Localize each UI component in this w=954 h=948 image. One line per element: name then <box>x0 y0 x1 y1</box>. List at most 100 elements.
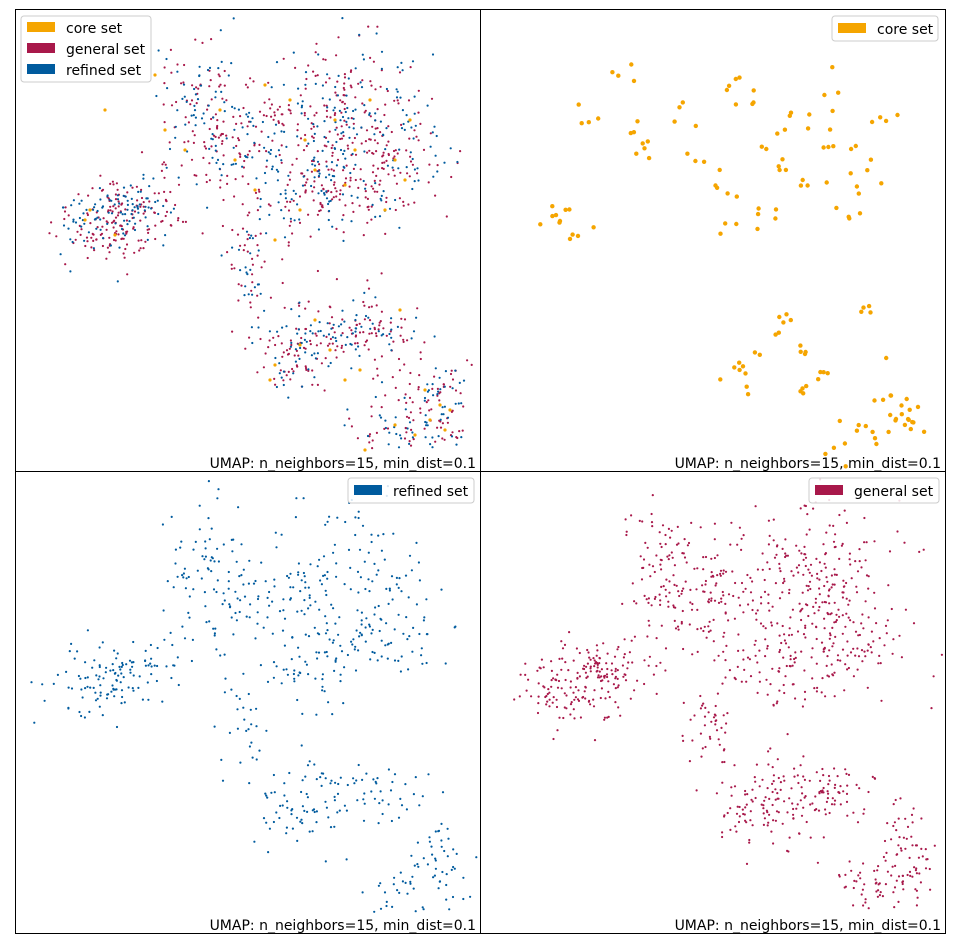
general-set-point <box>864 655 867 658</box>
general-set-point <box>247 182 250 186</box>
core-set-point <box>737 360 742 365</box>
general-set-point <box>556 673 559 676</box>
general-set-point <box>258 150 261 153</box>
general-set-point <box>226 174 229 177</box>
general-set-point <box>320 184 323 187</box>
refined-set-point <box>210 137 213 140</box>
refined-set-point <box>460 436 463 439</box>
refined-set-point <box>382 134 385 137</box>
general-set-point <box>244 347 247 350</box>
general-set-point <box>716 692 720 695</box>
general-set-point <box>277 120 280 123</box>
refined-set-point <box>232 146 235 149</box>
refined-set-point <box>437 829 441 833</box>
general-set-point <box>356 437 359 440</box>
general-set-point <box>846 668 849 671</box>
refined-set-point <box>83 716 86 719</box>
refined-set-point <box>452 848 455 851</box>
core-set-point <box>693 158 698 164</box>
refined-set-point <box>105 666 108 669</box>
refined-set-point <box>294 516 297 519</box>
refined-set-point <box>276 330 279 333</box>
refined-set-point <box>330 327 333 330</box>
general-set-point <box>106 246 109 249</box>
general-set-point <box>668 580 671 583</box>
general-set-point <box>614 677 617 680</box>
refined-set-point <box>397 446 401 449</box>
general-set-point <box>251 281 254 284</box>
refined-set-point <box>214 627 217 630</box>
general-set-point <box>700 755 703 758</box>
general-set-point <box>194 38 197 41</box>
refined-set-point <box>336 792 340 796</box>
general-set-point <box>112 205 115 208</box>
general-set-point <box>607 690 610 694</box>
refined-set-point <box>326 520 329 523</box>
refined-set-point <box>146 238 149 241</box>
general-set-point <box>267 346 270 349</box>
refined-set-point <box>278 372 281 375</box>
refined-set-point <box>245 230 249 233</box>
refined-set-point <box>297 674 300 677</box>
refined-set-point <box>85 208 88 211</box>
general-set-point <box>225 134 228 137</box>
refined-set-point <box>211 133 214 136</box>
refined-set-point <box>422 619 425 622</box>
general-set-point <box>710 720 713 723</box>
general-set-point <box>314 74 317 77</box>
general-set-point <box>732 594 735 598</box>
general-set-point <box>900 656 904 659</box>
general-set-point <box>804 626 807 630</box>
general-set-point <box>832 674 835 677</box>
general-set-point <box>387 152 390 156</box>
general-set-point <box>743 813 746 816</box>
general-set-point <box>820 691 823 694</box>
refined-set-point <box>282 217 285 220</box>
general-set-point <box>407 416 411 419</box>
refined-set-point <box>115 657 118 660</box>
general-set-point <box>841 614 844 617</box>
refined-set-point <box>360 611 363 614</box>
refined-set-point <box>143 209 146 212</box>
refined-set-point <box>263 309 266 312</box>
refined-set-point <box>113 649 116 652</box>
refined-set-point <box>317 53 320 56</box>
general-set-point <box>161 163 164 166</box>
general-set-point <box>430 97 434 100</box>
general-set-point <box>148 200 151 203</box>
refined-set-point <box>385 900 388 904</box>
general-set-point <box>345 123 348 126</box>
core-set-point <box>822 92 827 98</box>
refined-set-point <box>213 632 216 635</box>
general-set-point <box>295 364 298 367</box>
general-set-point <box>867 616 870 619</box>
refined-set-point <box>183 637 187 640</box>
general-set-point <box>419 351 422 354</box>
general-set-point <box>343 94 346 97</box>
refined-set-point <box>228 731 231 735</box>
refined-set-point <box>154 200 157 204</box>
general-set-point <box>333 331 336 334</box>
refined-set-point <box>324 176 328 179</box>
general-set-point <box>278 153 281 157</box>
refined-set-point <box>187 575 190 579</box>
general-set-point <box>724 570 728 573</box>
general-set-point <box>409 66 412 69</box>
general-set-point <box>767 543 771 546</box>
general-set-point <box>729 828 732 832</box>
general-set-point <box>230 267 233 270</box>
refined-set-point <box>327 701 330 704</box>
general-set-point <box>824 813 827 816</box>
general-set-point <box>753 776 756 779</box>
refined-set-point <box>334 622 337 625</box>
general-set-point <box>176 63 179 66</box>
refined-set-point <box>334 336 337 340</box>
general-set-point <box>740 537 743 540</box>
general-set-point <box>614 667 617 671</box>
general-set-point <box>324 357 327 360</box>
refined-set-point <box>377 822 380 825</box>
general-set-point <box>331 342 334 345</box>
refined-set-point <box>307 586 310 589</box>
general-set-point <box>723 631 726 634</box>
general-set-point <box>574 686 578 689</box>
